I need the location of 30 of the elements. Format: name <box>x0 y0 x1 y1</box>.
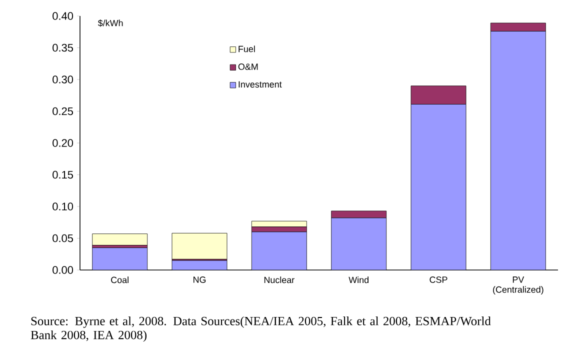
bar <box>490 31 546 270</box>
y-tick-label: 0.05 <box>52 234 74 242</box>
y-tick-label: 0.35 <box>52 44 74 52</box>
x-tick-label: Wind <box>348 276 368 284</box>
bar <box>251 220 307 228</box>
legend-label: O&M <box>238 64 258 70</box>
legend-label: Fuel <box>238 46 255 52</box>
x-tick-label: PV (Centralized) <box>493 276 544 295</box>
y-tick-label: 0.20 <box>52 139 74 147</box>
x-tick-label: CSP <box>430 276 448 283</box>
x-tick-label: Coal <box>111 276 128 284</box>
y-tick-label: 0.40 <box>52 12 74 20</box>
y-tick-label: 0.00 <box>52 266 74 274</box>
bar <box>251 232 307 270</box>
bar <box>331 218 387 270</box>
y-tick-label: 0.10 <box>52 202 74 210</box>
bar <box>410 104 466 270</box>
bar <box>92 248 148 270</box>
y-tick-label: 0.15 <box>52 170 74 179</box>
legend-label: Investment <box>238 81 282 88</box>
x-tick-label: Nuclear <box>264 276 294 284</box>
source-note: Source: Byrne et al, 2008. Data Sources(NEA/IEA 2005, Falk et al 2008, ESMAP/World Bank 2008, IEA 2008) <box>30 316 491 342</box>
y-axis-title: $/kWh <box>98 20 123 27</box>
bar <box>331 210 387 218</box>
bar <box>92 234 148 246</box>
bar <box>410 86 466 104</box>
y-tick-label: 0.25 <box>52 107 74 116</box>
bar <box>172 232 228 260</box>
x-tick-label: NG <box>194 276 206 283</box>
y-tick-label: 0.30 <box>52 76 74 84</box>
